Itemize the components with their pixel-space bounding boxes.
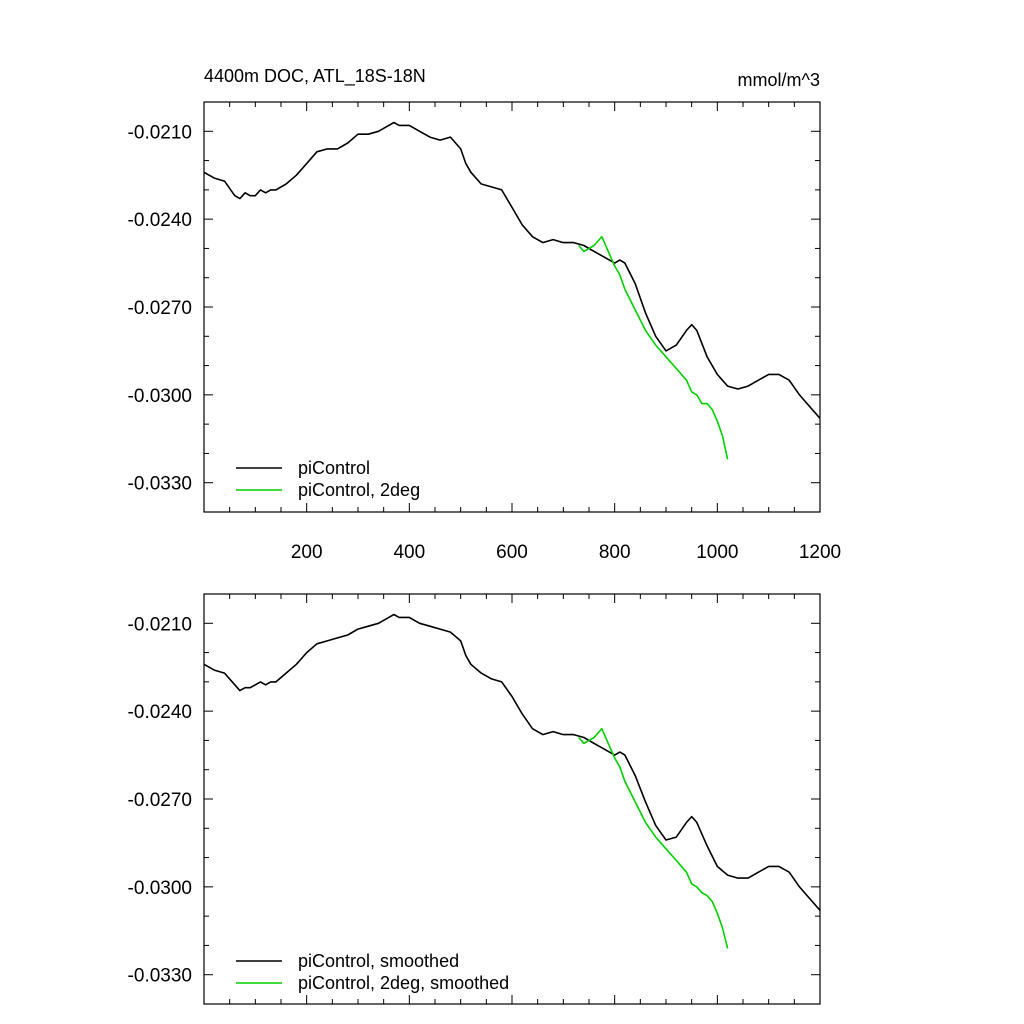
- series-layer: [203, 613, 821, 949]
- y-tick-label: -0.0330: [128, 966, 192, 987]
- legend: piControl piControl, 2deg: [236, 458, 420, 500]
- y-tick-label: -0.0210: [128, 122, 192, 143]
- ticks-layer: -0.0210 -0.0240 -0.0270 -0.0300 -0.0330: [128, 593, 821, 1005]
- series-line-1: [578, 727, 729, 949]
- plot-frame: [203, 593, 821, 1005]
- legend-label-0: piControl: [298, 458, 370, 478]
- series-layer: [203, 121, 821, 460]
- legend-label-0: piControl, smoothed: [298, 951, 459, 971]
- y-tick-label: -0.0240: [128, 702, 192, 723]
- chart-title: 4400m DOC, ATL_18S-18N: [204, 66, 426, 87]
- x-tick-label: 1200: [799, 542, 841, 563]
- x-tick-label: 400: [393, 542, 425, 563]
- ticks-layer: -0.0210 -0.0240 -0.0270 -0.0300 -0.0330 200 40…: [128, 101, 841, 563]
- legend-label-1: piControl, 2deg, smoothed: [298, 973, 509, 993]
- y-tick-label: -0.0300: [128, 878, 192, 899]
- x-tick-label: 600: [496, 542, 528, 563]
- plot-frame: [203, 101, 821, 513]
- series-line-0: [203, 613, 821, 911]
- bottom-panel: -0.0210 -0.0240 -0.0270 -0.0300 -0.0330 piCo…: [128, 593, 821, 1005]
- y-tick-label: -0.0210: [128, 614, 192, 635]
- x-tick-label: 800: [599, 542, 631, 563]
- y-tick-label: -0.0330: [128, 474, 192, 495]
- x-tick-label: 1000: [696, 542, 738, 563]
- y-tick-label: -0.0300: [128, 386, 192, 407]
- y-tick-label: -0.0240: [128, 210, 192, 231]
- legend-label-1: piControl, 2deg: [298, 480, 420, 500]
- series-line-0: [203, 121, 821, 419]
- x-tick-label: 200: [291, 542, 323, 563]
- top-panel: 4400m DOC, ATL_18S-18N mmol/m^3 -0.0210-…: [128, 66, 842, 563]
- series-line-1: [578, 235, 729, 460]
- y-tick-label: -0.0270: [128, 298, 192, 319]
- legend: piControl, smoothed piControl, 2deg, smo…: [236, 951, 509, 993]
- units-label: mmol/m^3: [738, 70, 820, 90]
- y-tick-label: -0.0270: [128, 790, 192, 811]
